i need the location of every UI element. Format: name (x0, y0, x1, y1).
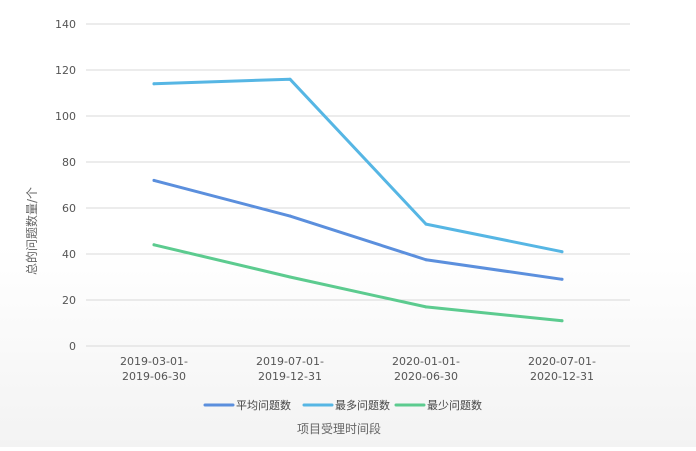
x-tick-label-line: 2019-07-01- (256, 355, 324, 368)
legend-label: 平均问题数 (236, 399, 291, 412)
x-tick-label-line: 2019-12-31 (258, 370, 322, 383)
x-axis-ticks: 2019-03-01- 2019-06-30 2019-07-01- 2019-12-… (120, 355, 596, 383)
series-lines (152, 77, 564, 323)
x-tick-label: 2020-01-01- 2020-06-30 (392, 355, 460, 383)
x-tick-label-line: 2019-03-01- (120, 355, 188, 368)
data-point (424, 222, 428, 226)
legend-item: 最多问题数 (302, 398, 390, 412)
data-point (424, 258, 428, 262)
y-tick-label: 120 (55, 64, 76, 77)
y-tick-label: 100 (55, 110, 76, 123)
y-tick-label: 40 (62, 248, 76, 261)
legend: 平均问题数 最多问题数 最少问题数 (203, 398, 482, 412)
x-tick-label-line: 2019-06-30 (122, 370, 186, 383)
x-tick-label: 2020-07-01- 2020-12-31 (528, 355, 596, 383)
series-line (152, 178, 564, 281)
x-tick-label: 2019-07-01- 2019-12-31 (256, 355, 324, 383)
y-axis-title: 总的问题数量/个 (24, 187, 39, 275)
data-point (288, 77, 292, 81)
data-point (152, 82, 156, 86)
legend-label: 最少问题数 (427, 399, 482, 412)
series-line (152, 243, 564, 323)
x-axis-title: 项目受理时间段 (297, 421, 381, 436)
gridlines (86, 23, 630, 347)
y-tick-label: 60 (62, 202, 76, 215)
x-tick-label-line: 2020-12-31 (530, 370, 594, 383)
y-axis-ticks: 0 20 40 60 80 100 120 140 (55, 18, 76, 353)
data-point (152, 243, 156, 247)
y-tick-label: 0 (69, 340, 76, 353)
x-tick-label: 2019-03-01- 2019-06-30 (120, 355, 188, 383)
y-tick-label: 140 (55, 18, 76, 31)
data-point (560, 319, 564, 323)
legend-item: 平均问题数 (203, 399, 291, 412)
data-point (560, 250, 564, 254)
data-point (152, 178, 156, 182)
data-point (288, 214, 292, 218)
x-tick-label-line: 2020-06-30 (394, 370, 458, 383)
x-tick-label-line: 2020-01-01- (392, 355, 460, 368)
data-point (560, 277, 564, 281)
legend-item: 最少问题数 (394, 399, 482, 412)
y-tick-label: 20 (62, 294, 76, 307)
data-point (288, 275, 292, 279)
x-tick-label-line: 2020-07-01- (528, 355, 596, 368)
data-point (424, 305, 428, 309)
y-tick-label: 80 (62, 156, 76, 169)
series-line (152, 77, 564, 254)
legend-label: 最多问题数 (335, 398, 390, 412)
